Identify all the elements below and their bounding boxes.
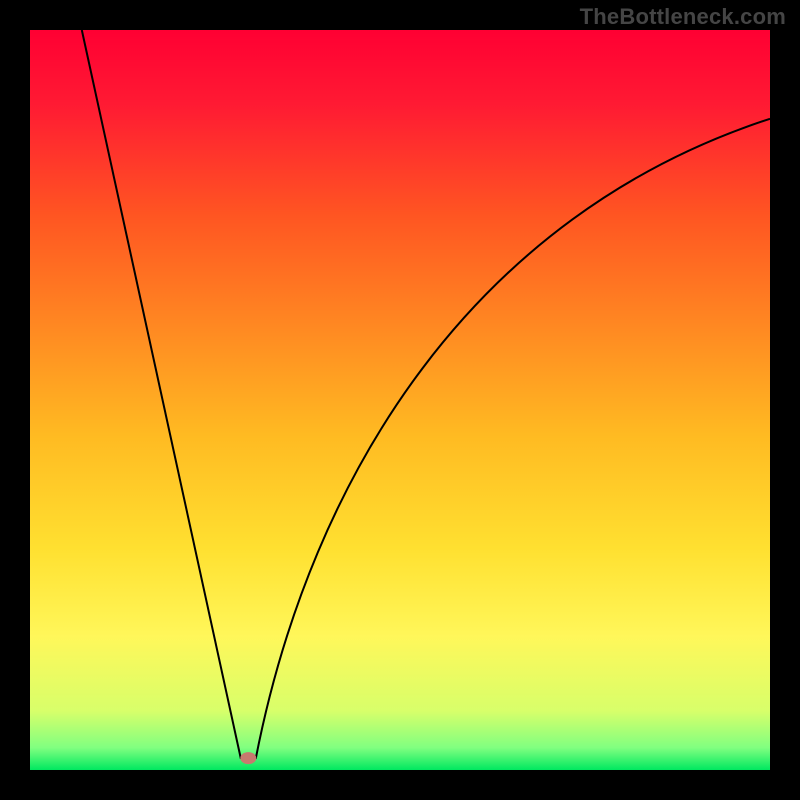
figure-root: TheBottleneck.com [0,0,800,800]
watermark-text: TheBottleneck.com [580,4,786,30]
bottleneck-chart [0,0,800,800]
minimum-marker [240,752,256,764]
